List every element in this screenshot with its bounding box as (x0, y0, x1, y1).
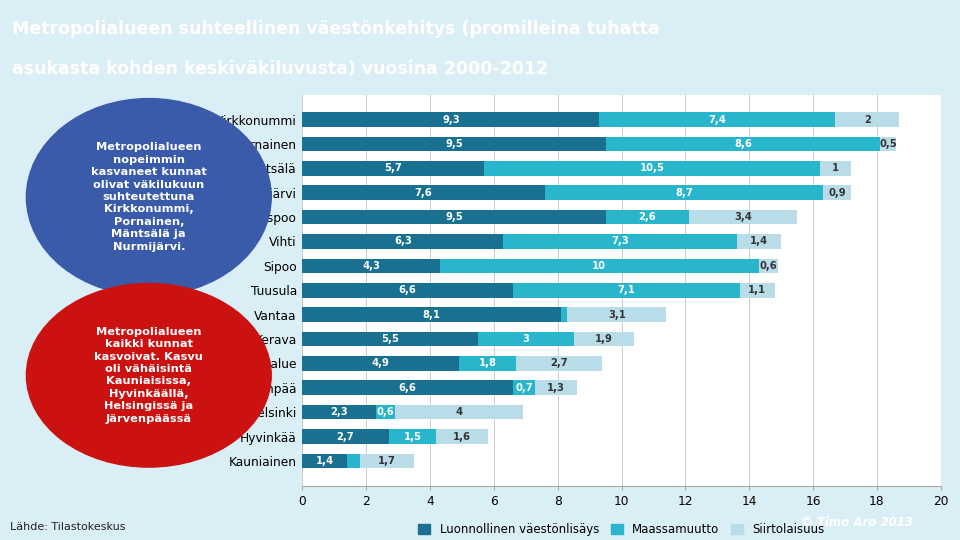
Bar (536, 381, 577, 395)
Text: 1,9: 1,9 (595, 334, 613, 344)
Text: 9,3: 9,3 (442, 114, 460, 125)
Text: 7,6: 7,6 (415, 188, 433, 198)
Text: 7,4: 7,4 (708, 114, 727, 125)
Text: 4,9: 4,9 (372, 359, 390, 368)
Bar (302, 161, 485, 176)
Bar (599, 112, 835, 127)
Bar (360, 454, 414, 468)
Text: 1,4: 1,4 (316, 456, 334, 466)
Text: 1,3: 1,3 (547, 383, 565, 393)
Bar (485, 161, 820, 176)
Bar (561, 307, 567, 322)
Text: 10: 10 (592, 261, 607, 271)
Bar (740, 283, 775, 298)
Bar (516, 356, 603, 370)
Text: 8,6: 8,6 (734, 139, 752, 149)
Bar (302, 307, 561, 322)
Bar (606, 210, 688, 225)
Bar (302, 185, 545, 200)
Text: 7,3: 7,3 (612, 237, 629, 246)
Text: 0,5: 0,5 (879, 139, 897, 149)
Text: 4,3: 4,3 (362, 261, 380, 271)
Bar (302, 405, 375, 420)
Text: 8,7: 8,7 (675, 188, 693, 198)
Bar (437, 429, 488, 444)
Bar (567, 307, 666, 322)
Text: 0,6: 0,6 (376, 407, 395, 417)
Bar (478, 332, 574, 346)
Text: 5,7: 5,7 (385, 164, 402, 173)
Text: asukasta kohden keskiväkiluvusta) vuosina 2000-2012: asukasta kohden keskiväkiluvusta) vuosin… (12, 59, 548, 78)
Bar (574, 332, 635, 346)
Bar (606, 137, 880, 151)
Text: 5,5: 5,5 (381, 334, 399, 344)
Text: 3,1: 3,1 (608, 309, 626, 320)
Bar (758, 259, 778, 273)
Text: 3,4: 3,4 (734, 212, 752, 222)
Text: 1: 1 (832, 164, 839, 173)
Text: 9,5: 9,5 (445, 212, 463, 222)
Text: 2: 2 (864, 114, 871, 125)
Bar (503, 234, 736, 249)
Bar (302, 210, 606, 225)
Text: 8,1: 8,1 (422, 309, 441, 320)
Bar (302, 332, 478, 346)
Text: Metropolialueen
nopeimmin
kasvaneet kunnat
olivat väkilukuun
suhteutettuna
Kirkk: Metropolialueen nopeimmin kasvaneet kunn… (91, 143, 206, 252)
Bar (302, 283, 513, 298)
Bar (302, 137, 606, 151)
Text: 1,1: 1,1 (748, 285, 766, 295)
Text: Metropolialueen
kaikki kunnat
kasvoivat. Kasvu
oli vähäisintä
Kauniaisissa,
Hyvi: Metropolialueen kaikki kunnat kasvoivat.… (94, 327, 204, 424)
Bar (302, 454, 348, 468)
Text: 2,3: 2,3 (330, 407, 348, 417)
Text: 0,6: 0,6 (759, 261, 778, 271)
Legend: Luonnollinen väestönlisäys, Maassamuutto, Siirtolaisuus: Luonnollinen väestönlisäys, Maassamuutto… (414, 518, 829, 540)
Text: 1,5: 1,5 (403, 431, 421, 442)
Text: 6,6: 6,6 (398, 383, 417, 393)
Bar (459, 356, 516, 370)
Text: Lähde: Tilastokeskus: Lähde: Tilastokeskus (10, 522, 125, 532)
Text: 9,5: 9,5 (445, 139, 463, 149)
Bar (823, 185, 852, 200)
Bar (545, 185, 823, 200)
Text: 2,6: 2,6 (638, 212, 656, 222)
Bar (302, 234, 503, 249)
Bar (835, 112, 900, 127)
Bar (348, 454, 360, 468)
Text: 1,6: 1,6 (453, 431, 471, 442)
Text: Metropolialueen suhteellinen väestönkehitys (promilleina tuhatta: Metropolialueen suhteellinen väestönkehi… (12, 21, 660, 38)
Bar (302, 356, 459, 370)
Bar (375, 405, 395, 420)
Text: 0,7: 0,7 (516, 383, 533, 393)
Bar (820, 161, 852, 176)
Bar (513, 381, 536, 395)
Text: 1,7: 1,7 (378, 456, 396, 466)
Bar (440, 259, 758, 273)
Bar (513, 283, 740, 298)
Text: 10,5: 10,5 (639, 164, 664, 173)
Bar (302, 429, 389, 444)
Bar (395, 405, 522, 420)
Text: 4: 4 (455, 407, 463, 417)
Bar (302, 112, 599, 127)
Text: 3: 3 (522, 334, 529, 344)
Text: 6,6: 6,6 (398, 285, 417, 295)
Text: 2,7: 2,7 (550, 359, 568, 368)
Text: 7,1: 7,1 (617, 285, 636, 295)
Text: 0,9: 0,9 (828, 188, 846, 198)
Text: 6,3: 6,3 (394, 237, 412, 246)
Text: 1,8: 1,8 (478, 359, 496, 368)
Text: © Timo Aro 2013: © Timo Aro 2013 (801, 516, 913, 529)
Bar (736, 234, 781, 249)
Bar (688, 210, 797, 225)
Text: 2,7: 2,7 (337, 431, 354, 442)
Bar (389, 429, 437, 444)
Bar (302, 259, 440, 273)
Bar (302, 381, 513, 395)
Text: 1,4: 1,4 (750, 237, 768, 246)
Bar (880, 137, 896, 151)
